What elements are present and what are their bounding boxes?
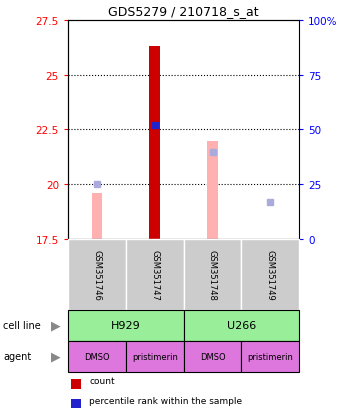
Text: GSM351748: GSM351748 xyxy=(208,249,217,300)
Title: GDS5279 / 210718_s_at: GDS5279 / 210718_s_at xyxy=(108,5,259,18)
Text: GSM351747: GSM351747 xyxy=(150,249,159,300)
Text: ▶: ▶ xyxy=(51,350,61,363)
Bar xyxy=(150,47,160,240)
Text: GSM351746: GSM351746 xyxy=(92,249,101,300)
Text: pristimerin: pristimerin xyxy=(132,352,177,361)
Text: DMSO: DMSO xyxy=(200,352,225,361)
Text: agent: agent xyxy=(3,351,32,361)
Bar xyxy=(207,142,218,240)
Text: U266: U266 xyxy=(227,320,256,330)
Text: DMSO: DMSO xyxy=(84,352,110,361)
Text: H929: H929 xyxy=(111,320,141,330)
Text: pristimerin: pristimerin xyxy=(248,352,293,361)
Text: cell line: cell line xyxy=(3,320,41,330)
Text: GSM351749: GSM351749 xyxy=(266,249,275,300)
Text: count: count xyxy=(89,376,115,385)
Bar xyxy=(92,194,102,240)
Text: ▶: ▶ xyxy=(51,319,61,332)
Text: percentile rank within the sample: percentile rank within the sample xyxy=(89,396,242,405)
